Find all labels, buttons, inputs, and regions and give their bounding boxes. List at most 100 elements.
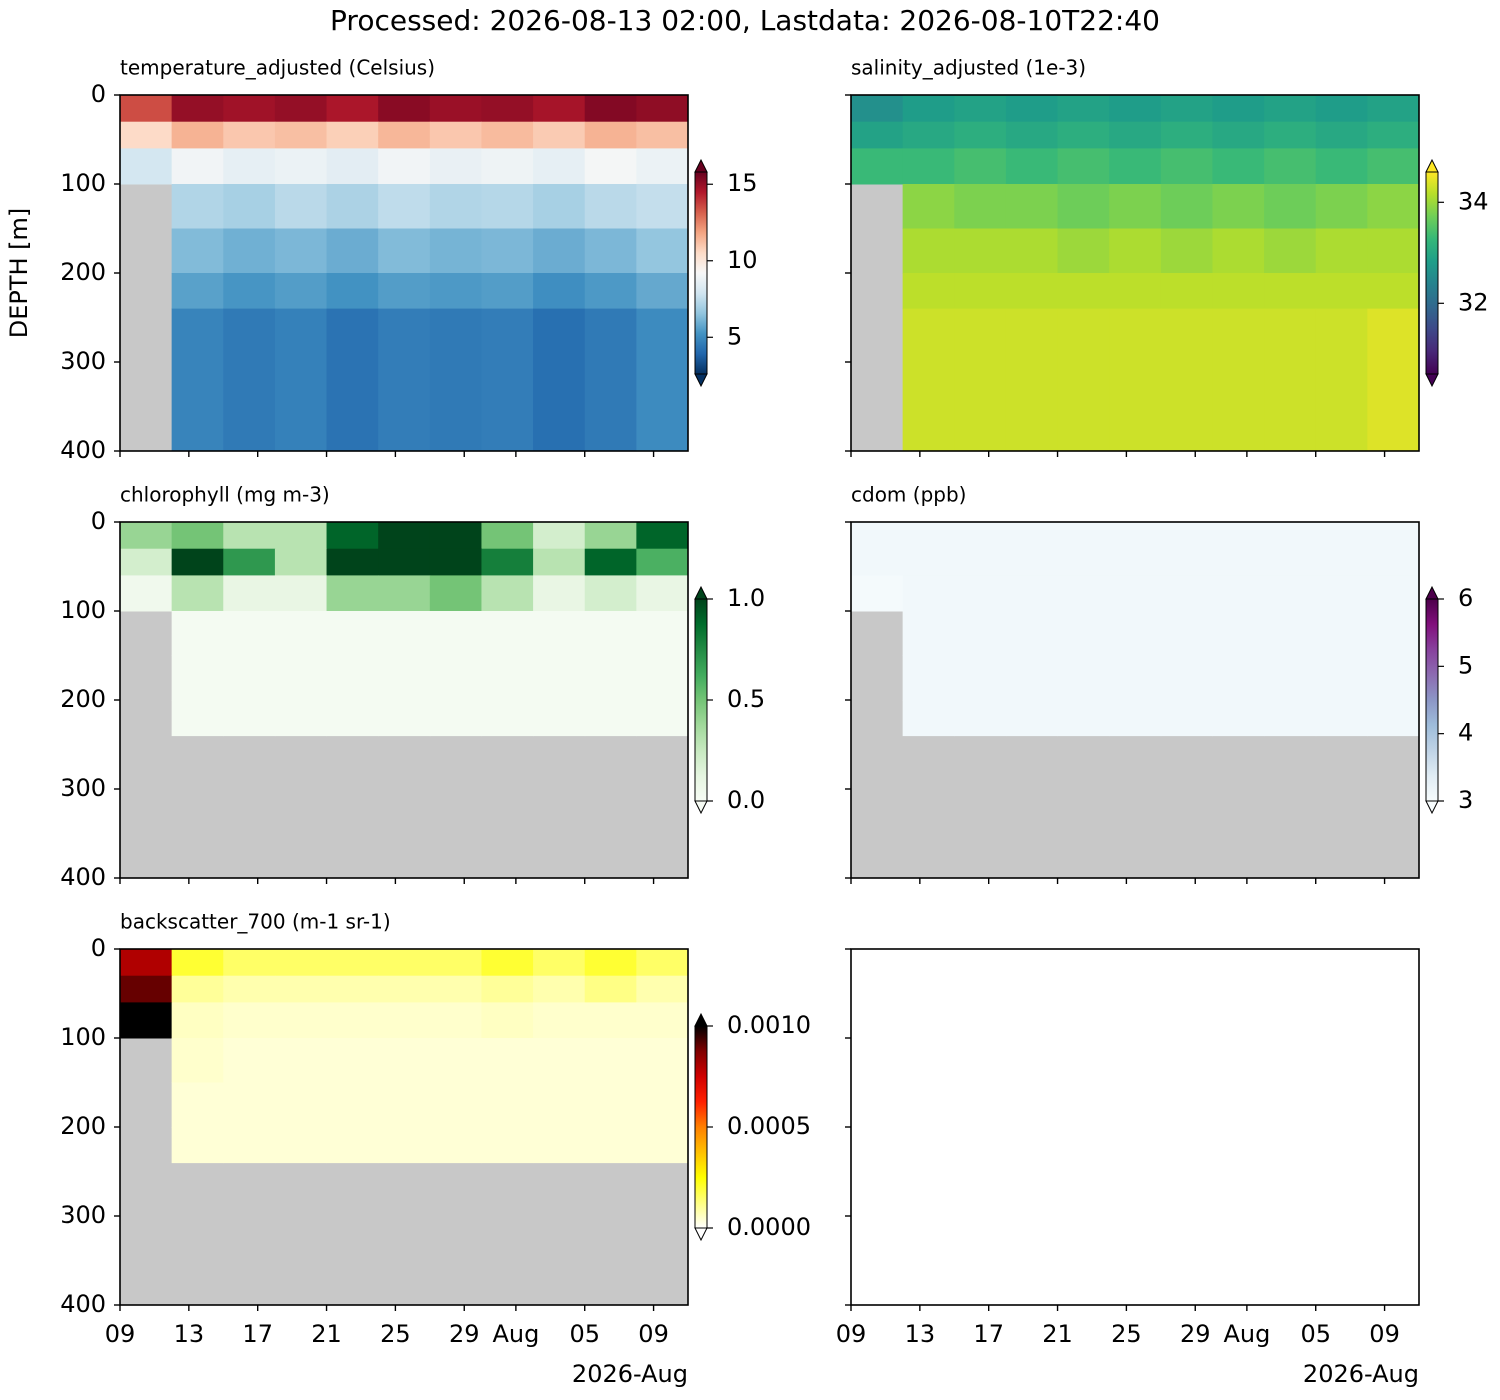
colorbar-tick-label: 5: [727, 322, 742, 350]
heatmap-cell: [1160, 121, 1213, 149]
heatmap-cell: [1005, 308, 1059, 452]
x-offset-label: 2026-Aug: [572, 1360, 688, 1388]
heatmap-cell: [584, 575, 637, 612]
heatmap-cell: [274, 949, 328, 977]
heatmap-cell: [1109, 548, 1162, 576]
heatmap-cell: [274, 121, 328, 149]
heatmap-cell: [1212, 308, 1265, 452]
heatmap-cell: [954, 700, 1007, 737]
heatmap-cell: [584, 308, 637, 452]
heatmap-cell: [429, 1127, 482, 1164]
heatmap-cell: [1315, 228, 1368, 274]
heatmap-cell: [584, 522, 637, 550]
colorbar-tick-label: 0.0005: [727, 1112, 811, 1140]
heatmap-cell: [902, 273, 955, 310]
heatmap-cell: [636, 1082, 689, 1128]
heatmap-cell: [1057, 700, 1110, 737]
y-tick-label: 400: [60, 1290, 106, 1318]
x-tick-label: Aug: [1223, 1320, 1270, 1348]
heatmap-cell: [223, 655, 276, 701]
heatmap-cell: [223, 949, 276, 977]
heatmap-cell: [223, 700, 276, 737]
heatmap-cell: [120, 975, 173, 1003]
colorbar-frame: [694, 171, 708, 375]
heatmap-cell: [481, 148, 534, 185]
colorbar-tick-label: 0.5: [727, 685, 765, 713]
x-tick-label: 21: [311, 1320, 342, 1348]
heatmap-cell: [1367, 548, 1420, 576]
heatmap-cell: [902, 228, 955, 274]
heatmap-cell: [902, 522, 955, 550]
heatmap-cell: [954, 308, 1007, 452]
heatmap-cell: [378, 95, 431, 123]
heatmap-cell: [1160, 148, 1213, 185]
heatmap-cell: [120, 1002, 173, 1039]
x-tick-label: 05: [569, 1320, 600, 1348]
heatmap-cell: [378, 611, 431, 656]
heatmap-cell: [1212, 548, 1265, 576]
heatmap-cell: [481, 1038, 534, 1083]
heatmap-cell: [1315, 148, 1368, 185]
heatmap-cell: [636, 1002, 689, 1039]
x-tick-label: 09: [836, 1320, 867, 1348]
heatmap-cell: [1109, 148, 1162, 185]
heatmap-cell: [1212, 522, 1265, 550]
y-tick-label: 200: [60, 685, 106, 713]
heatmap-cell: [851, 522, 904, 550]
colorbar-frame: [1425, 598, 1439, 802]
heatmap-cell: [1057, 148, 1110, 185]
heatmap-cell: [636, 522, 689, 550]
heatmap-cell: [1109, 700, 1162, 737]
heatmap-cell: [1367, 228, 1420, 274]
heatmap-cell: [851, 548, 904, 576]
heatmap-cell: [584, 949, 637, 977]
heatmap-cell: [584, 184, 637, 229]
panel-title: backscatter_700 (m-1 sr-1): [120, 910, 391, 934]
heatmap-cell: [326, 1127, 379, 1164]
heatmap-cell: [274, 611, 328, 656]
heatmap-cell: [326, 949, 379, 977]
colorbar-extend-max: [694, 585, 708, 600]
heatmap-cell: [1315, 522, 1368, 550]
heatmap-cell: [481, 95, 534, 123]
panel-title: temperature_adjusted (Celsius): [120, 56, 435, 80]
heatmap-cell: [120, 575, 173, 612]
heatmap-cell: [636, 121, 689, 149]
heatmap-cell: [1264, 148, 1317, 185]
heatmap-cell: [533, 548, 586, 576]
x-tick-label: 09: [638, 1320, 669, 1348]
heatmap-cell: [1212, 228, 1265, 274]
heatmap-cell: [533, 121, 586, 149]
x-tick-label: 21: [1042, 1320, 1073, 1348]
heatmap-cell: [378, 548, 431, 576]
heatmap-cell: [481, 1127, 534, 1164]
heatmap-cell: [902, 308, 955, 452]
heatmap-cell: [223, 228, 276, 274]
colorbar-tick-label: 1.0: [727, 584, 765, 612]
heatmap-cell: [1315, 548, 1368, 576]
heatmap-cell: [1212, 121, 1265, 149]
heatmap-cell: [378, 1082, 431, 1128]
heatmap-cell: [1057, 522, 1110, 550]
heatmap-cell: [1057, 228, 1110, 274]
heatmap-cell: [954, 273, 1007, 310]
axes-frame: [850, 948, 1420, 1306]
heatmap-cell: [274, 548, 328, 576]
heatmap-cell: [1264, 611, 1317, 656]
heatmap-cell: [481, 121, 534, 149]
heatmap-cell: [481, 228, 534, 274]
heatmap-cell: [1264, 273, 1317, 310]
colorbar-tick-label: 0.0010: [727, 1011, 811, 1039]
heatmap-cell: [326, 1038, 379, 1083]
heatmap-cell: [902, 655, 955, 701]
heatmap-cell: [1160, 95, 1213, 123]
heatmap-cell: [1005, 148, 1059, 185]
heatmap-cell: [274, 228, 328, 274]
heatmap-cell: [1264, 95, 1317, 123]
heatmap-cell: [636, 575, 689, 612]
colorbar: [695, 599, 707, 801]
heatmap-cell: [378, 522, 431, 550]
heatmap-cell: [429, 655, 482, 701]
heatmap-cell: [902, 548, 955, 576]
